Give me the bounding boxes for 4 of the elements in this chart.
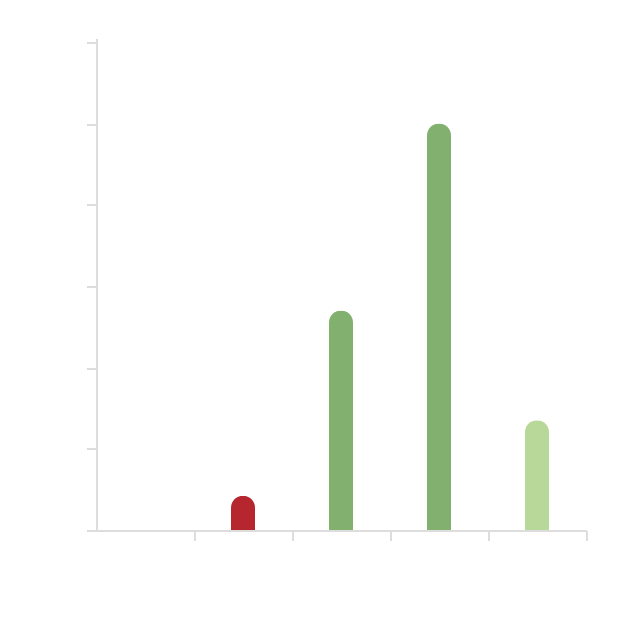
bar <box>329 310 353 530</box>
bar <box>231 495 255 530</box>
bar <box>525 420 549 530</box>
bar <box>427 123 451 530</box>
